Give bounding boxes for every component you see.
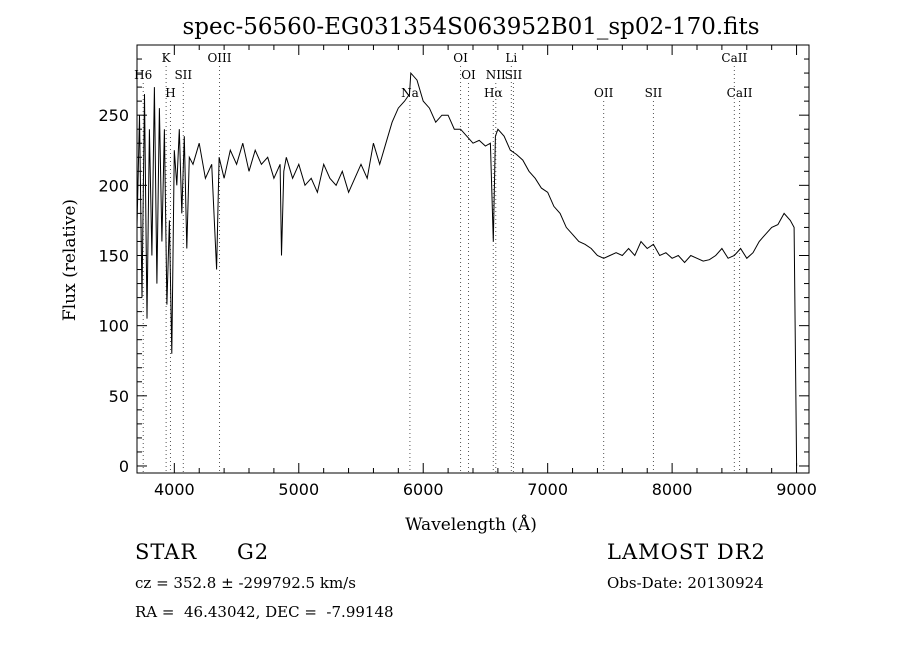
line-markers <box>142 66 741 473</box>
y-tick-label: 50 <box>109 387 129 406</box>
line-label: CaII <box>727 86 753 100</box>
x-tick-label: 4000 <box>154 480 195 499</box>
y-tick-label: 100 <box>98 317 129 336</box>
x-axis: 4000 5000 6000 7000 8000 9000 <box>154 45 817 499</box>
line-label: H <box>165 86 175 100</box>
spectrum-line <box>136 71 798 467</box>
line-label: OII <box>594 86 614 100</box>
line-label: CaII <box>721 51 747 65</box>
redshift-line: cz = 352.8 ± -299792.5 km/s <box>135 574 356 592</box>
y-axis: 0 50 100 150 200 250 <box>98 58 809 476</box>
line-label: OIII <box>207 51 231 65</box>
plot-frame <box>136 44 810 474</box>
line-label: Hα <box>484 86 503 100</box>
x-tick-label: 6000 <box>403 480 444 499</box>
x-tick-label: 8000 <box>652 480 693 499</box>
x-axis-label: Wavelength (Å) <box>405 514 537 535</box>
y-axis-label: Flux (relative) <box>60 199 80 321</box>
y-tick-label: 150 <box>98 246 129 265</box>
y-tick-label: 0 <box>119 457 129 476</box>
x-tick-label: 5000 <box>278 480 319 499</box>
x-tick-label: 7000 <box>527 480 568 499</box>
y-tick-label: 200 <box>98 176 129 195</box>
line-label: Li <box>505 51 517 65</box>
line-label: OI <box>461 68 476 82</box>
x-tick-label: 9000 <box>776 480 817 499</box>
line-label: NII <box>486 68 506 82</box>
obs-date: Obs-Date: 20130924 <box>607 574 764 592</box>
line-label: SII <box>174 68 192 82</box>
survey-name: LAMOST DR2 <box>607 540 766 564</box>
ra-dec-line: RA = 46.43042, DEC = -7.99148 <box>135 603 394 621</box>
object-subclass: G2 <box>237 540 270 564</box>
line-label: SII <box>645 86 663 100</box>
y-tick-label: 250 <box>98 106 129 125</box>
line-label: H6 <box>134 68 152 82</box>
chart-title: spec-56560-EG031354S063952B01_sp02-170.f… <box>182 14 759 40</box>
line-label: K <box>162 51 172 65</box>
object-type: STAR <box>135 540 198 564</box>
line-label: OI <box>453 51 468 65</box>
line-label: SII <box>505 68 523 82</box>
